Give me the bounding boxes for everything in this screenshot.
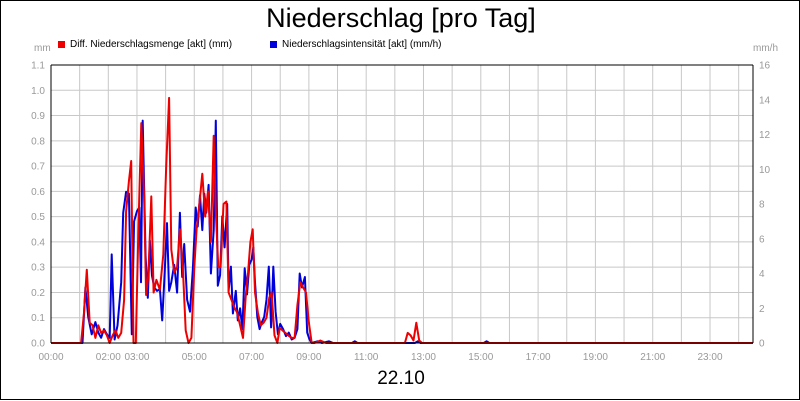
y-right-tick-label: 2: [759, 304, 765, 315]
chart-title: Niederschlag [pro Tag]: [266, 3, 536, 33]
y-right-tick-label: 12: [759, 130, 771, 141]
y-left-tick-label: 0.3: [31, 263, 45, 274]
y-right-tick-label: 4: [759, 269, 765, 280]
series-line-niederschlagsintensitaet: [51, 119, 753, 344]
legend-item-menge: Diff. Niederschlagsmenge [akt] (mm): [58, 39, 232, 50]
x-tick-label: 19:00: [583, 352, 608, 363]
y-left-tick-label: 1.0: [31, 86, 45, 97]
x-tick-label: 03:00: [124, 352, 149, 363]
x-tick-label: 02:00: [96, 352, 121, 363]
y-left-tick-label: 0.2: [31, 288, 45, 299]
y-right-tick-label: 6: [759, 234, 765, 245]
y-right-unit: mm/h: [753, 43, 778, 54]
y-left-tick-label: 0.9: [31, 111, 45, 122]
series-line-niederschlagsmenge: [51, 96, 753, 344]
y-left-tick-label: 0.4: [31, 237, 45, 248]
y-left-unit: mm: [34, 43, 51, 54]
y-left-tick-label: 0.5: [31, 212, 45, 223]
y-left-tick-label: 0.1: [31, 313, 45, 324]
y-right-tick-label: 14: [759, 95, 771, 106]
y-left-tick-label: 0.8: [31, 136, 45, 147]
y-left-tick-label: 0.6: [31, 187, 45, 198]
y-right-tick-label: 8: [759, 200, 765, 211]
x-tick-label: 09:00: [296, 352, 321, 363]
legend-label-menge: Diff. Niederschlagsmenge [akt] (mm): [70, 39, 233, 50]
x-tick-label: 05:00: [182, 352, 207, 363]
y-right-tick-label: 10: [759, 165, 771, 176]
x-tick-label: 23:00: [698, 352, 723, 363]
legend-swatch-red: [58, 41, 65, 48]
x-tick-label: 11:00: [354, 352, 379, 363]
date-label: 22.10: [377, 368, 425, 389]
x-tick-label: 00:00: [38, 352, 63, 363]
y-left-tick-label: 1.1: [31, 61, 45, 72]
legend-label-intensitaet: Niederschlagsintensität [akt] (mm/h): [282, 39, 442, 50]
x-tick-label: 07:00: [239, 352, 264, 363]
legend-item-intensitaet: Niederschlagsintensität [akt] (mm/h): [270, 39, 442, 50]
legend-swatch-blue: [270, 41, 277, 48]
y-left-tick-label: 0.0: [31, 339, 45, 350]
y-right-tick-label: 0: [759, 339, 765, 350]
x-tick-label: 15:00: [468, 352, 493, 363]
x-tick-label: 17:00: [526, 352, 551, 363]
y-right-tick-label: 16: [759, 61, 771, 72]
x-tick-label: 21:00: [640, 352, 665, 363]
x-tick-label: 13:00: [411, 352, 436, 363]
y-left-tick-label: 0.7: [31, 162, 45, 173]
